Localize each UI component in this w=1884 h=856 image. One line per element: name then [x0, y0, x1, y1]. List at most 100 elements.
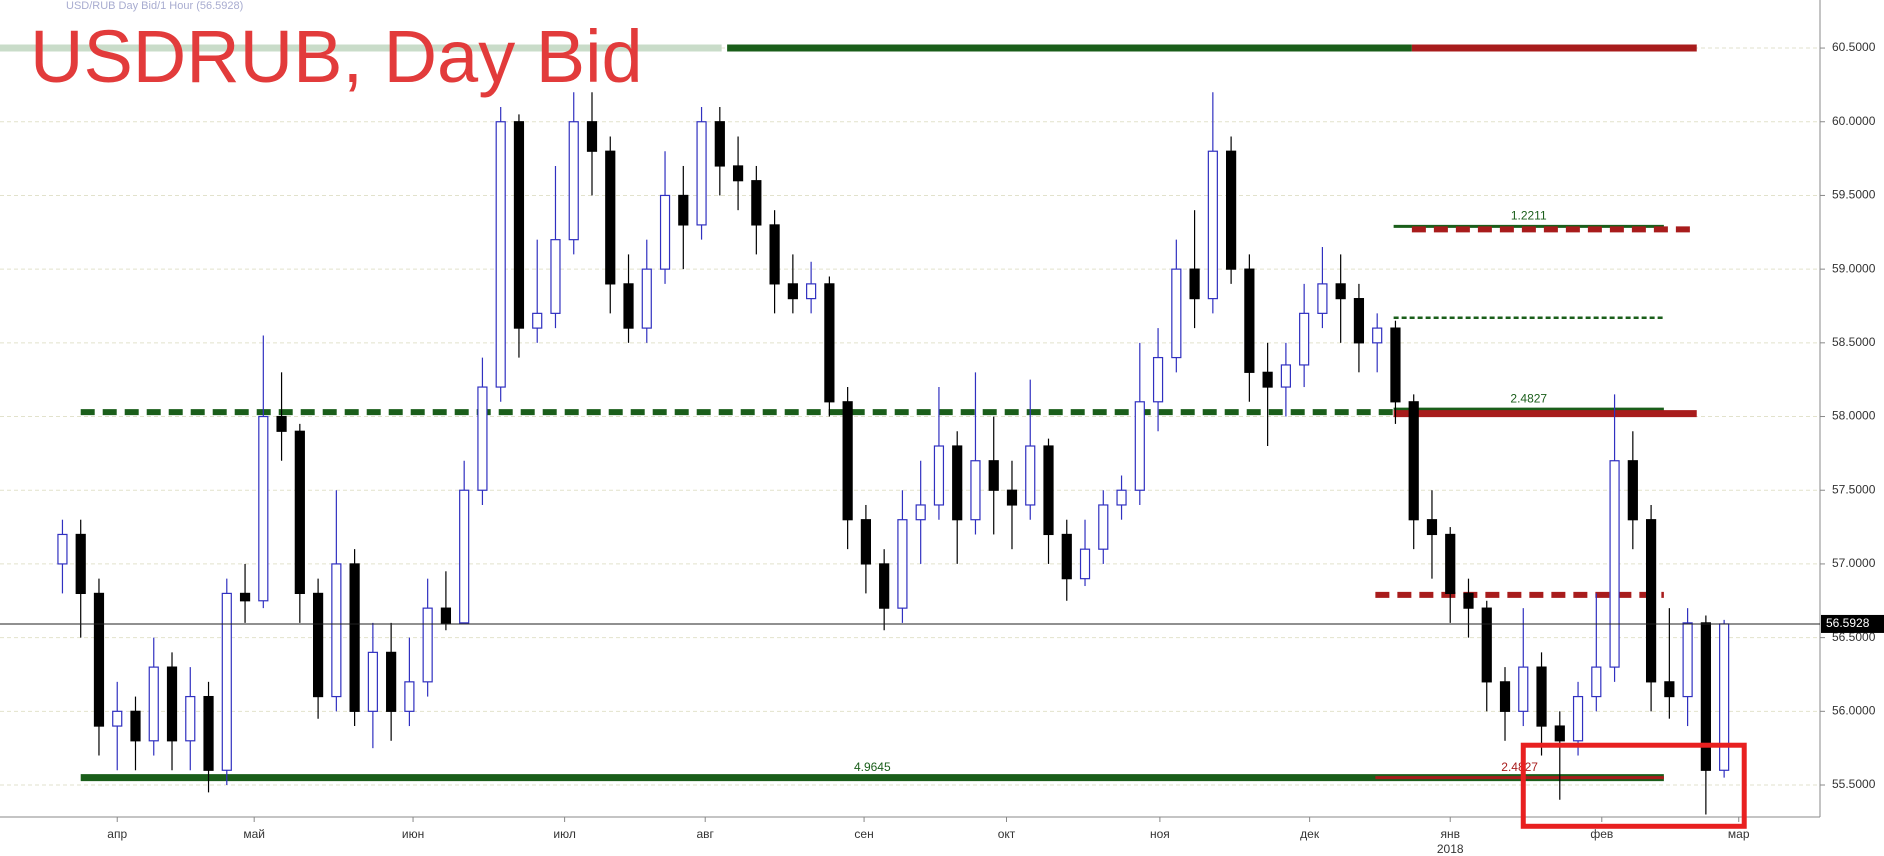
y-tick-label: 58.5000 [1832, 335, 1876, 349]
candle-body [532, 312, 543, 329]
candle-body [1554, 725, 1565, 742]
candle-body [404, 681, 415, 712]
candle-body [349, 563, 360, 712]
candle-body [550, 239, 561, 314]
candle-body [1536, 666, 1547, 727]
candle-body [1499, 681, 1511, 712]
candle-body [57, 533, 68, 565]
candle-body [1335, 283, 1346, 300]
candle-body [806, 283, 817, 300]
candle-body [185, 695, 196, 742]
candle-body [386, 651, 397, 712]
candle-body [586, 121, 598, 152]
candle-body [203, 695, 214, 771]
candle-body [769, 224, 780, 285]
candle-body [477, 386, 488, 491]
candle-body [1572, 695, 1584, 742]
candle-body [1609, 460, 1620, 668]
candle-body [568, 121, 579, 241]
candle-body [1682, 622, 1693, 698]
candle-body [952, 445, 963, 521]
y-tick-label: 60.0000 [1832, 114, 1876, 128]
candle-body [1518, 666, 1529, 712]
level-label: 1.2211 [1511, 209, 1547, 223]
current-price-label: 56.5928 [1826, 616, 1870, 630]
candle-body [915, 504, 926, 521]
candle-body [678, 194, 689, 226]
candle-body [1262, 371, 1273, 388]
current-price-box [1821, 614, 1884, 633]
level-label: 2.4827 [1510, 391, 1547, 405]
candle-body [988, 460, 999, 491]
candle-body [879, 563, 890, 609]
candle-body [605, 150, 616, 285]
y-tick-label: 58.0000 [1832, 409, 1876, 423]
candle-body [75, 533, 86, 595]
candle-body [1408, 401, 1419, 521]
candle-body [1171, 268, 1182, 359]
x-tick-label: июл [553, 827, 575, 841]
y-tick-label: 60.5000 [1832, 40, 1876, 54]
candle-body [1116, 489, 1127, 506]
candle-body [1244, 268, 1255, 373]
candle-body [513, 121, 525, 329]
candle-body [130, 710, 141, 742]
candle-body [294, 430, 305, 595]
candle-body [1700, 622, 1711, 771]
y-tick-label: 56.5000 [1832, 630, 1876, 644]
candle-body [1664, 681, 1675, 698]
candle-body [1061, 533, 1072, 580]
x-tick-label: июн [402, 827, 424, 841]
candle-body [1189, 268, 1200, 300]
candle-body [1043, 445, 1054, 536]
candle-body [367, 651, 378, 712]
candle-body [166, 666, 178, 742]
candle-body [641, 268, 652, 329]
candle-body [93, 592, 105, 727]
candle-body [1152, 356, 1164, 403]
x-tick-label: янв [1440, 827, 1460, 841]
candle-body [495, 121, 506, 388]
y-tick-label: 59.0000 [1832, 261, 1876, 275]
y-tick-label: 57.5000 [1832, 482, 1876, 496]
candle-body [459, 489, 470, 624]
candle-body [1372, 327, 1383, 344]
candle-body [696, 121, 707, 226]
candle-body [1645, 519, 1657, 683]
candle-body [714, 121, 725, 167]
candles [57, 92, 1730, 815]
candle-body [842, 401, 853, 521]
x-tick-label: сен [854, 827, 873, 841]
chart-title: USDRUB, Day Bid [30, 15, 643, 98]
x-tick-label: окт [998, 827, 1016, 841]
candle-body [1317, 283, 1328, 314]
candle-body [276, 415, 287, 432]
candle-body [1445, 533, 1456, 595]
level-label: 4.9645 [854, 760, 891, 774]
candle-body [112, 710, 123, 727]
candle-body [221, 592, 232, 771]
candle-body [623, 283, 634, 329]
y-tick-label: 59.5000 [1832, 188, 1876, 202]
candle-body [440, 607, 452, 624]
chart-subtitle: USD/RUB Day Bid/1 Hour (56.5928) [66, 0, 243, 12]
year-label: 2018 [1437, 842, 1464, 856]
candle-body [1079, 548, 1091, 580]
candle-body [1207, 150, 1218, 300]
y-tick-label: 56.0000 [1832, 703, 1876, 717]
candle-body [1134, 401, 1145, 491]
candle-body [1025, 445, 1036, 506]
y-tick-label: 55.5000 [1832, 777, 1876, 791]
candle-body [933, 445, 945, 506]
candle-body [312, 592, 324, 698]
candle-body [1098, 504, 1109, 550]
x-tick-label: май [243, 827, 265, 841]
candle-body [239, 592, 251, 602]
candle-body [732, 165, 744, 182]
x-tick-label: дек [1300, 827, 1320, 841]
candle-body [751, 180, 762, 226]
candle-body [1719, 623, 1730, 771]
candle-body [1226, 150, 1237, 270]
